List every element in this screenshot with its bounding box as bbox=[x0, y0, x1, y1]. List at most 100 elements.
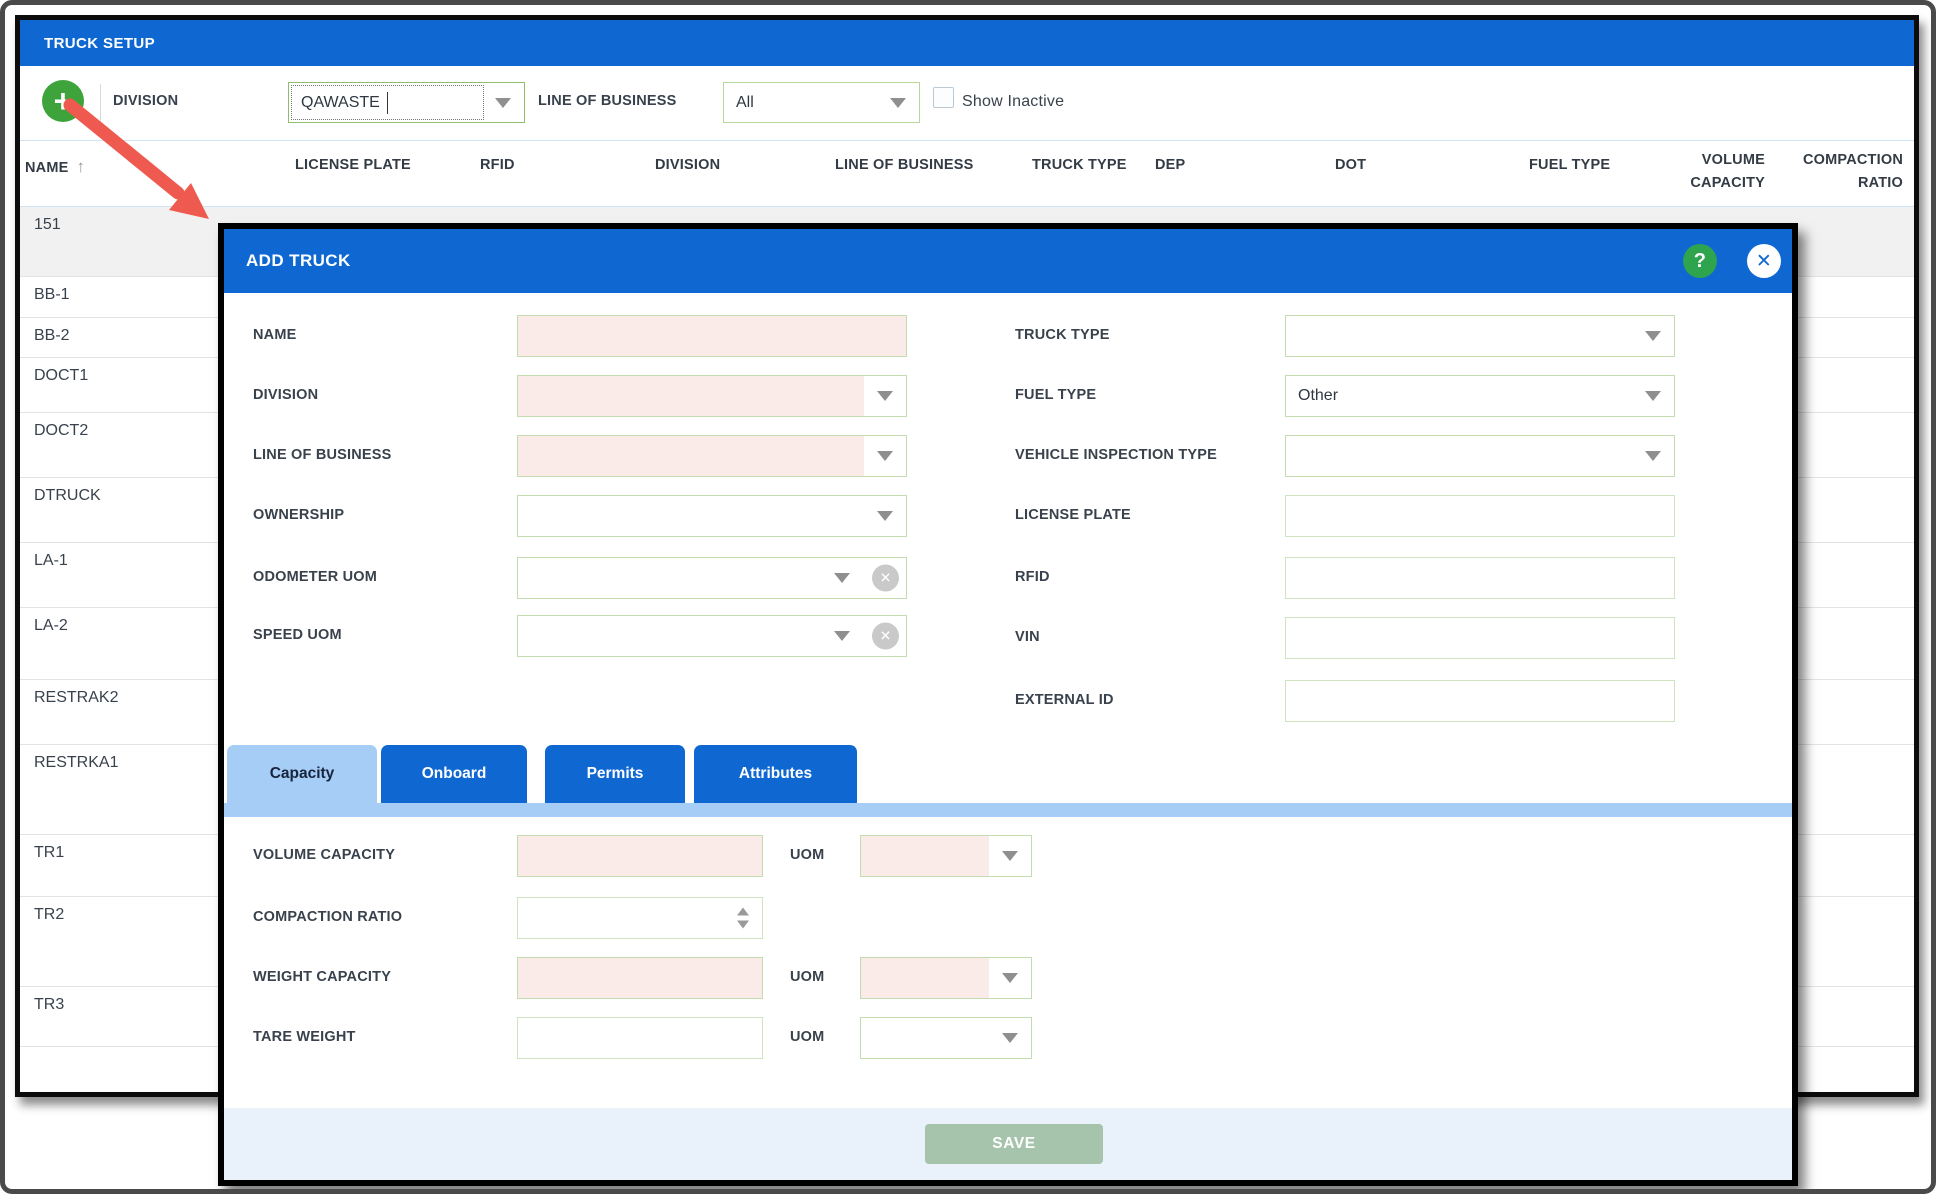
lob-select[interactable] bbox=[517, 435, 907, 477]
license-plate-input[interactable] bbox=[1285, 495, 1675, 537]
chevron-down-icon bbox=[877, 391, 893, 401]
chevron-down-icon bbox=[1002, 851, 1018, 861]
clear-icon: ✕ bbox=[879, 569, 892, 586]
close-icon: ✕ bbox=[1755, 250, 1773, 272]
vin-input[interactable] bbox=[1285, 617, 1675, 659]
weight-capacity-label: WEIGHT CAPACITY bbox=[253, 969, 392, 985]
column-header-license-plate[interactable]: LICENSE PLATE bbox=[295, 157, 411, 173]
rfid-label: RFID bbox=[1015, 569, 1050, 585]
toolbar-divider bbox=[100, 84, 101, 122]
chevron-down-icon bbox=[877, 511, 893, 521]
chevron-down-icon bbox=[834, 631, 850, 641]
compaction-ratio-label: COMPACTION RATIO bbox=[253, 909, 403, 925]
external-id-input[interactable] bbox=[1285, 680, 1675, 722]
tab-onboard[interactable]: Onboard bbox=[381, 745, 527, 803]
volume-uom-label: UOM bbox=[790, 847, 825, 863]
lob-filter-value: All bbox=[736, 93, 754, 111]
table-header-row: NAME ↑ LICENSE PLATE RFID DIVISION LINE O… bbox=[20, 140, 1914, 207]
division-select[interactable] bbox=[517, 375, 907, 417]
column-header-division[interactable]: DIVISION bbox=[655, 157, 721, 173]
tare-uom-label: UOM bbox=[790, 1029, 825, 1045]
ownership-select[interactable] bbox=[517, 495, 907, 537]
text-caret bbox=[386, 91, 389, 114]
column-header-lob[interactable]: LINE OF BUSINESS bbox=[835, 157, 974, 173]
tab-attributes[interactable]: Attributes bbox=[694, 745, 857, 803]
column-header-dot[interactable]: DOT bbox=[1335, 157, 1367, 173]
tab-capacity[interactable]: Capacity bbox=[227, 745, 377, 803]
weight-uom-label: UOM bbox=[790, 969, 825, 985]
tare-uom-select[interactable] bbox=[860, 1017, 1032, 1059]
chevron-down-icon bbox=[1645, 451, 1661, 461]
clear-icon: ✕ bbox=[879, 627, 892, 644]
division-label: DIVISION bbox=[253, 387, 319, 403]
help-button[interactable]: ? bbox=[1683, 244, 1717, 278]
fuel-type-select[interactable]: Other bbox=[1285, 375, 1675, 417]
tare-weight-input[interactable] bbox=[517, 1017, 763, 1059]
weight-capacity-input[interactable] bbox=[517, 957, 763, 999]
compaction-ratio-stepper[interactable] bbox=[517, 897, 763, 939]
clear-button[interactable]: ✕ bbox=[872, 564, 899, 592]
chevron-down-icon bbox=[877, 451, 893, 461]
name-input[interactable] bbox=[517, 315, 907, 357]
external-id-label: EXTERNAL ID bbox=[1015, 692, 1114, 708]
fuel-type-value: Other bbox=[1298, 387, 1339, 404]
add-truck-modal: ADD TRUCK ? ✕ NAME DIVISION LINE OF BUSI… bbox=[218, 223, 1798, 1186]
odometer-uom-label: ODOMETER UOM bbox=[253, 569, 378, 585]
column-header-fuel-type[interactable]: FUEL TYPE bbox=[1529, 157, 1611, 173]
chevron-down-icon bbox=[890, 97, 906, 108]
sort-ascending-icon: ↑ bbox=[76, 157, 86, 176]
chevron-down-icon bbox=[1645, 391, 1661, 401]
chevron-down-icon bbox=[1002, 1033, 1018, 1043]
column-header-compaction-ratio[interactable]: COMPACTION RATIO bbox=[1802, 152, 1903, 192]
speed-uom-select[interactable]: ✕ bbox=[517, 615, 907, 657]
column-header-rfid[interactable]: RFID bbox=[480, 157, 515, 173]
show-inactive-checkbox[interactable] bbox=[933, 87, 954, 108]
division-filter-value: QAWASTE bbox=[301, 93, 380, 111]
vehicle-inspection-type-select[interactable] bbox=[1285, 435, 1675, 477]
rfid-input[interactable] bbox=[1285, 557, 1675, 599]
column-header-dep[interactable]: DEP bbox=[1155, 157, 1186, 173]
division-filter-combobox[interactable]: QAWASTE bbox=[288, 82, 525, 123]
modal-header: ADD TRUCK ? ✕ bbox=[224, 229, 1792, 293]
speed-uom-label: SPEED UOM bbox=[253, 627, 342, 643]
chevron-down-icon bbox=[1645, 331, 1661, 341]
focus-outline bbox=[291, 85, 484, 120]
window-titlebar: TRUCK SETUP bbox=[20, 20, 1914, 66]
chevron-down-icon bbox=[495, 97, 511, 108]
division-filter-label: DIVISION bbox=[113, 93, 179, 109]
chevron-down-icon bbox=[834, 573, 850, 583]
save-button[interactable]: SAVE bbox=[925, 1124, 1103, 1164]
lob-label: LINE OF BUSINESS bbox=[253, 447, 392, 463]
spinner-icon[interactable] bbox=[737, 907, 749, 929]
column-header-truck-type[interactable]: TRUCK TYPE bbox=[1032, 157, 1127, 173]
window-title: TRUCK SETUP bbox=[44, 34, 156, 52]
volume-capacity-input[interactable] bbox=[517, 835, 763, 877]
toolbar: + DIVISION QAWASTE LINE OF BUSINESS All … bbox=[20, 66, 1914, 140]
fuel-type-label: FUEL TYPE bbox=[1015, 387, 1097, 403]
vin-label: VIN bbox=[1015, 629, 1040, 645]
column-header-volume-capacity[interactable]: VOLUME CAPACITY bbox=[1690, 152, 1765, 192]
modal-footer: SAVE bbox=[224, 1108, 1792, 1180]
tab-permits[interactable]: Permits bbox=[545, 745, 685, 803]
truck-type-select[interactable] bbox=[1285, 315, 1675, 357]
question-mark-icon: ? bbox=[1693, 249, 1707, 272]
modal-title: ADD TRUCK bbox=[246, 251, 351, 270]
weight-uom-select[interactable] bbox=[860, 957, 1032, 999]
lob-filter-label: LINE OF BUSINESS bbox=[538, 93, 677, 109]
tab-strip bbox=[224, 803, 1792, 817]
truck-type-label: TRUCK TYPE bbox=[1015, 327, 1110, 343]
annotation-arrow bbox=[63, 98, 209, 219]
tare-weight-label: TARE WEIGHT bbox=[253, 1029, 356, 1045]
vehicle-inspection-type-label: VEHICLE INSPECTION TYPE bbox=[1015, 447, 1217, 463]
chevron-down-icon bbox=[1002, 973, 1018, 983]
name-label: NAME bbox=[253, 327, 297, 343]
column-header-name[interactable]: NAME ↑ bbox=[25, 157, 86, 176]
odometer-uom-select[interactable]: ✕ bbox=[517, 557, 907, 599]
close-button[interactable]: ✕ bbox=[1747, 244, 1781, 278]
lob-filter-combobox[interactable]: All bbox=[723, 82, 920, 123]
volume-capacity-label: VOLUME CAPACITY bbox=[253, 847, 396, 863]
show-inactive-label: Show Inactive bbox=[962, 93, 1065, 110]
clear-button[interactable]: ✕ bbox=[872, 622, 899, 650]
volume-uom-select[interactable] bbox=[860, 835, 1032, 877]
